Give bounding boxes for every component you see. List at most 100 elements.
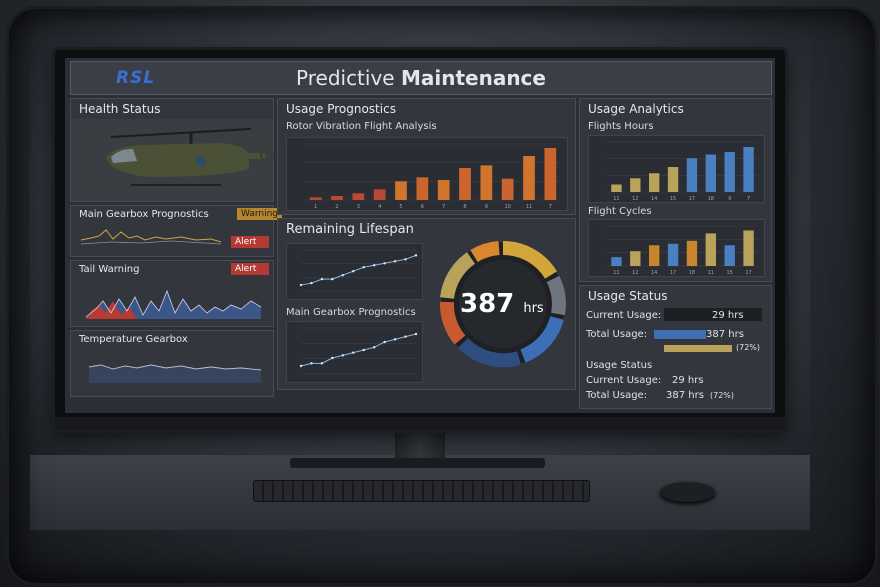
data-point — [320, 277, 324, 281]
mouse — [660, 482, 715, 502]
total-usage-value-2: 387 hrs — [666, 390, 704, 401]
x-tick-label: 5 — [399, 204, 402, 210]
bar — [724, 245, 735, 266]
data-point — [404, 335, 407, 338]
rotor-vibration-chart: 1 2 3 4 5 6 7 8 9 10 11 7 — [305, 143, 561, 210]
x-tick-label: 12 — [632, 196, 638, 202]
bar — [480, 165, 493, 200]
bar — [544, 148, 557, 200]
x-tick-label: 7 — [549, 204, 552, 210]
x-tick-label: 17 — [745, 270, 751, 276]
series-line — [300, 254, 417, 286]
bar — [705, 233, 717, 266]
remaining-lifespan-panel[interactable]: Remaining Lifespan Main Gearbox Prognost… — [277, 218, 576, 390]
x-tick-label: 17 — [670, 270, 676, 276]
gearbox-sparkline — [80, 229, 222, 245]
data-point — [404, 258, 407, 261]
temperature-gearbox-panel[interactable]: Temperature Gearbox — [70, 330, 274, 397]
health-status-panel[interactable]: Health Status — [70, 98, 274, 202]
data-point — [352, 351, 355, 354]
bar — [648, 245, 660, 266]
bar — [686, 158, 698, 192]
lifespan-gauge — [439, 240, 566, 368]
total-usage-pct: (72%) — [736, 343, 761, 352]
bar — [395, 181, 407, 200]
data-point — [372, 346, 376, 349]
x-tick-label: 11 — [526, 204, 532, 210]
x-tick-label: 17 — [689, 196, 695, 202]
dashboard-header: RSL Predictive Maintenance — [70, 61, 772, 95]
data-point — [362, 348, 365, 352]
monitor-stand-neck — [395, 430, 445, 460]
bar — [309, 197, 322, 200]
temperature-chart — [88, 364, 262, 383]
alert-badge-gearbox: Alert — [231, 236, 269, 248]
x-tick-label: 7 — [747, 196, 750, 202]
usage-status-title: Usage Status — [588, 289, 668, 303]
monitor: RSL Predictive Maintenance Health Status… — [55, 50, 785, 430]
photo-frame — [6, 6, 878, 586]
monitor-chin — [55, 417, 785, 430]
x-tick-label: 1 — [314, 204, 317, 210]
usage-status-panel[interactable]: Usage Status Current Usage: 29 hrs Total… — [579, 285, 772, 409]
data-point — [310, 281, 313, 285]
data-point — [393, 260, 397, 263]
flights-hours-box: 11 12 14 15 17 18 9 7 — [588, 135, 765, 203]
flight-cycles-box: 11 12 14 17 18 11 15 17 — [588, 219, 765, 277]
x-tick-label: 11 — [613, 270, 619, 276]
data-point — [362, 266, 365, 269]
bar — [630, 251, 641, 266]
flight-cycles-chart: 11 12 14 17 18 11 15 17 — [607, 225, 758, 276]
x-tick-label: 15 — [670, 196, 676, 202]
bar — [611, 184, 622, 192]
main-gearbox-title-mid: Main Gearbox Prognostics — [286, 307, 416, 318]
bar — [705, 154, 717, 192]
x-tick-label: 18 — [708, 196, 714, 202]
usage-status-subtitle: Usage Status — [586, 360, 653, 371]
main-gearbox-panel-left[interactable]: Main Gearbox Prognostics Warning Alert — [70, 205, 283, 257]
total-usage-progress — [664, 345, 732, 352]
x-tick-label: 18 — [689, 270, 695, 276]
data-point — [414, 332, 418, 336]
usage-prognostics-panel[interactable]: Usage Prognostics Rotor Vibration Flight… — [277, 98, 576, 215]
bar — [416, 177, 429, 200]
current-usage-value: 29 hrs — [712, 310, 744, 321]
usage-prognostics-title: Usage Prognostics — [286, 102, 396, 116]
data-point — [383, 262, 386, 265]
bar — [373, 189, 386, 200]
x-tick-label: 14 — [651, 270, 657, 276]
x-tick-label: 9 — [485, 204, 488, 210]
data-point — [299, 364, 303, 368]
x-tick-label: 4 — [378, 204, 381, 210]
total-usage-pct-2: (72%) — [710, 391, 735, 400]
bar — [501, 178, 514, 200]
lifespan-chart-box — [286, 243, 423, 300]
warning-badge: Warning — [237, 208, 283, 220]
data-point — [383, 340, 386, 344]
series-line — [300, 333, 417, 367]
rotor-vibration-chart-box: 1 2 3 4 5 6 7 8 9 10 11 7 — [286, 137, 568, 211]
tail-warning-title: Tail Warning — [79, 264, 140, 275]
bar — [523, 156, 535, 200]
temperature-gearbox-title: Temperature Gearbox — [79, 334, 188, 345]
page-title: Predictive Maintenance — [71, 66, 771, 90]
bar — [459, 168, 471, 200]
title-bold: Maintenance — [400, 66, 546, 90]
x-tick-label: 10 — [504, 204, 510, 210]
total-usage-value: 387 hrs — [706, 329, 744, 340]
usage-analytics-panel[interactable]: Usage Analytics Flights Hours 11 12 14 15 17… — [579, 98, 772, 282]
bar — [648, 173, 660, 192]
rsl-logo: RSL — [116, 68, 156, 88]
bar — [667, 167, 679, 192]
tail-warning-panel[interactable]: Tail Warning Alert — [70, 260, 274, 327]
remaining-lifespan-title: Remaining Lifespan — [286, 222, 414, 237]
current-usage-label: Current Usage: — [586, 310, 662, 321]
bar — [611, 257, 622, 266]
lifespan-number: 387 — [460, 289, 515, 319]
health-status-title: Health Status — [79, 102, 161, 116]
data-point — [310, 362, 313, 365]
total-usage-label-2: Total Usage: — [586, 390, 648, 401]
lifespan-value: 387 hrs — [460, 289, 544, 319]
total-usage-bar — [654, 330, 706, 339]
x-tick-label: 7 — [442, 204, 445, 210]
